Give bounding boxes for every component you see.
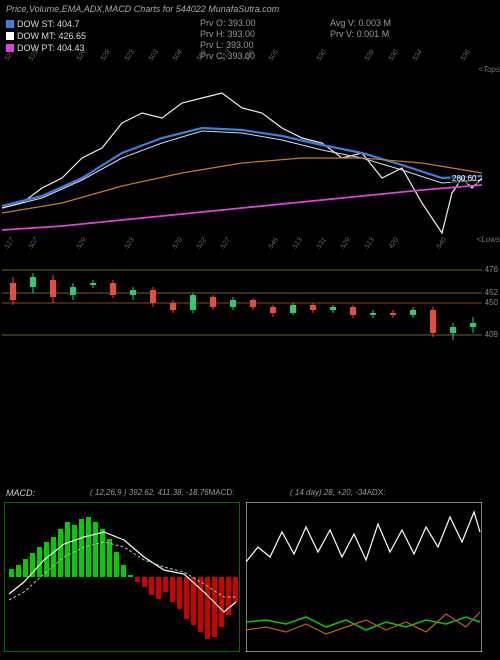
chart-title: Price,Volume,EMA,ADX,MACD Charts for 544… [0,0,500,18]
legend-item: DOW MT: 426.65 [6,30,86,42]
volume-info: Avg V: 0.003 MPrv V: 0.001 M [330,18,391,40]
price-chart [2,58,482,238]
axis-tops: <Tops [478,65,500,74]
legend: DOW ST: 404.7DOW MT: 426.65DOW PT: 404.4… [6,18,86,54]
legend-item: DOW ST: 404.7 [6,18,86,30]
macd-stats: ( 12,26,9 ) 392.62, 411.38, -18.76MACD: [90,488,234,497]
legend-item: DOW PT: 404.43 [6,42,86,54]
macd-chart [4,502,240,652]
last-price-label: 280.60 [450,173,478,184]
candle-chart [2,255,482,350]
adx-stats: ( 14 day) 28, +20, -34ADX: [290,488,385,497]
macd-title: MACD: [6,488,35,498]
adx-chart [246,502,482,652]
axis-lows: <Lows [477,235,500,244]
